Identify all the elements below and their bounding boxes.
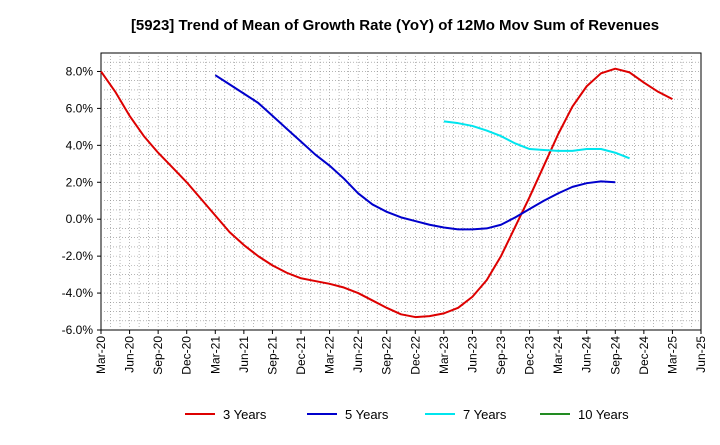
chart-title: [5923] Trend of Mean of Growth Rate (YoY… [131, 17, 659, 34]
x-tick-label: Sep-21 [265, 336, 279, 375]
y-tick-label: 6.0% [66, 101, 94, 115]
x-tick-label: Mar-20 [94, 336, 108, 374]
x-tick-label: Sep-20 [151, 336, 165, 375]
grid-lines [101, 53, 701, 330]
x-tick-label: Jun-20 [123, 336, 137, 373]
y-tick-label: 0.0% [66, 212, 94, 226]
y-tick-label: 4.0% [66, 138, 94, 152]
x-tick-label: Jun-23 [465, 336, 479, 373]
legend: 3 Years 5 Years 7 Years 10 Years [185, 407, 629, 422]
series-line-3-years [100, 67, 673, 319]
legend-label: 3 Years [223, 407, 267, 422]
legend-label: 10 Years [578, 407, 629, 422]
axes: 8.0%6.0%4.0%2.0%0.0%-2.0%-4.0%-6.0%Mar-2… [62, 64, 708, 374]
y-tick-label: 2.0% [66, 175, 94, 189]
x-tick-label: Dec-20 [180, 336, 194, 375]
x-tick-label: Jun-21 [237, 336, 251, 373]
x-tick-label: Dec-22 [408, 336, 422, 375]
series-line-7-years [443, 120, 630, 160]
x-tick-label: Dec-23 [523, 336, 537, 375]
x-tick-label: Jun-25 [694, 336, 708, 373]
legend-label: 5 Years [345, 407, 389, 422]
x-tick-label: Mar-23 [437, 336, 451, 374]
series-lines [100, 67, 673, 319]
x-tick-label: Mar-24 [551, 336, 565, 374]
x-tick-label: Sep-23 [494, 336, 508, 375]
x-tick-label: Dec-24 [637, 336, 651, 375]
y-tick-label: 8.0% [66, 64, 94, 78]
x-tick-label: Dec-21 [294, 336, 308, 375]
x-tick-label: Mar-21 [208, 336, 222, 374]
y-tick-label: -2.0% [62, 249, 94, 263]
y-tick-label: -6.0% [62, 323, 94, 337]
legend-label: 7 Years [463, 407, 507, 422]
x-tick-label: Sep-24 [608, 336, 622, 375]
series-line-5-years [214, 74, 616, 231]
x-tick-label: Jun-22 [351, 336, 365, 373]
x-tick-label: Jun-24 [580, 336, 594, 373]
x-tick-label: Sep-22 [380, 336, 394, 375]
x-tick-label: Mar-22 [323, 336, 337, 374]
y-tick-label: -4.0% [62, 286, 94, 300]
x-tick-label: Mar-25 [665, 336, 679, 374]
